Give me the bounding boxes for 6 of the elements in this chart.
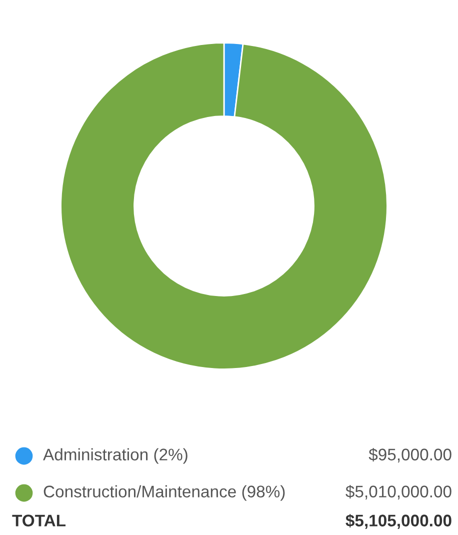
data-label: $5,010,000.00 — [346, 484, 452, 500]
legend-label: Construction/Maintenance (98%) — [44, 485, 285, 501]
text: TOTAL — [12, 514, 66, 526]
text: $5,105,000.00 — [346, 514, 452, 529]
data-label: $95,000.00 — [368, 448, 452, 462]
legend-label: Administration (2%) — [43, 448, 188, 464]
